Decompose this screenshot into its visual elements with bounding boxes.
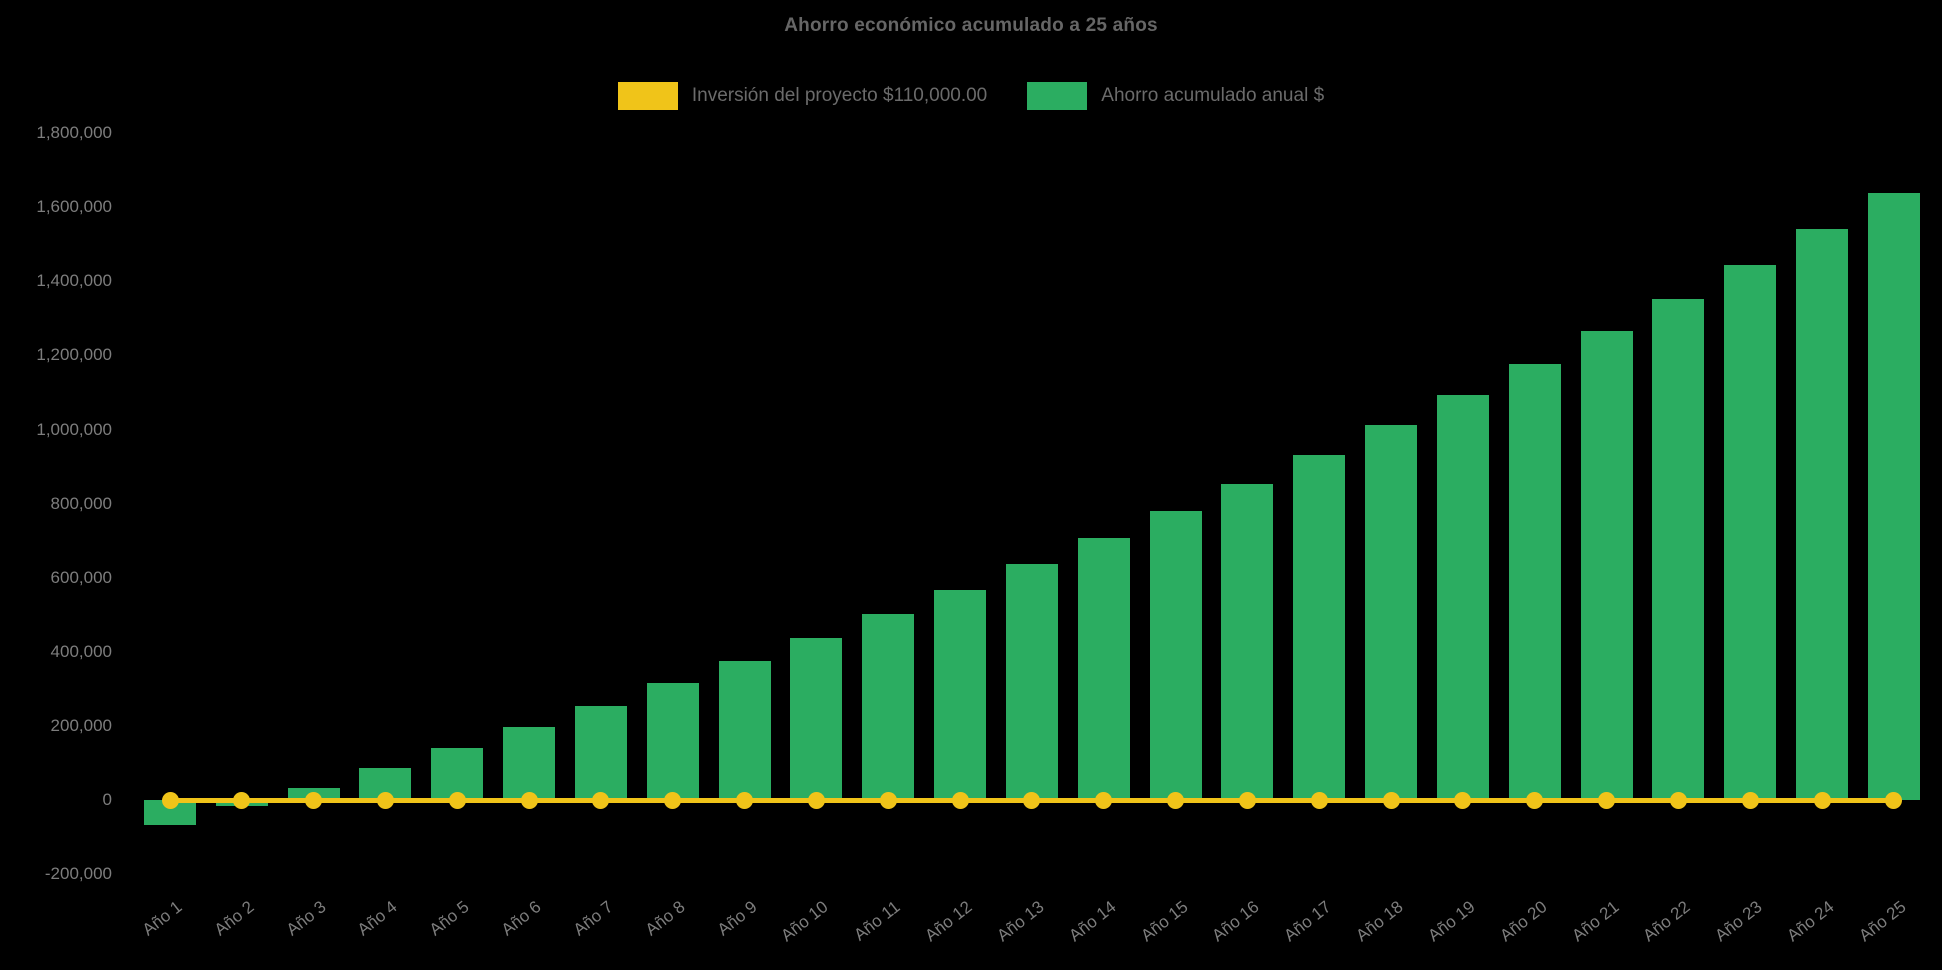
x-tick-ano-4: Año 4 — [354, 897, 402, 940]
x-tick-ano-17: Año 17 — [1280, 897, 1335, 946]
x-tick-ano-11: Año 11 — [850, 897, 904, 945]
legend-item-inversion[interactable]: Inversión del proyecto $110,000.00 — [617, 82, 988, 110]
bar-ano-22[interactable] — [1652, 298, 1705, 800]
x-tick-ano-13: Año 13 — [993, 897, 1048, 946]
line-point-ano-2[interactable] — [233, 791, 251, 809]
x-tick-ano-22: Año 22 — [1639, 897, 1694, 946]
bar-ano-10[interactable] — [790, 638, 843, 800]
x-tick-ano-8: Año 8 — [641, 897, 689, 940]
x-tick-ano-19: Año 19 — [1424, 897, 1479, 946]
line-point-ano-11[interactable] — [879, 791, 897, 809]
legend-label-ahorro: Ahorro acumulado anual $ — [1101, 85, 1325, 106]
line-point-ano-6[interactable] — [520, 791, 538, 809]
bar-ano-17[interactable] — [1293, 455, 1346, 800]
line-point-ano-1[interactable] — [161, 791, 179, 809]
y-tick-1,800,000: 1,800,000 — [36, 123, 112, 143]
bar-ano-24[interactable] — [1796, 229, 1849, 800]
line-point-ano-18[interactable] — [1382, 791, 1400, 809]
bar-ano-18[interactable] — [1365, 425, 1418, 800]
bar-ano-21[interactable] — [1580, 330, 1633, 800]
line-point-ano-25[interactable] — [1885, 791, 1903, 809]
x-tick-ano-5: Año 5 — [426, 897, 473, 940]
y-tick-800,000: 800,000 — [50, 493, 112, 513]
legend-swatch-inversion-icon — [617, 82, 678, 110]
y-tick--200,000: -200,000 — [44, 864, 112, 884]
x-tick-ano-14: Año 14 — [1065, 897, 1120, 946]
line-point-ano-22[interactable] — [1669, 791, 1687, 809]
bar-ano-7[interactable] — [574, 706, 627, 800]
line-point-ano-24[interactable] — [1813, 791, 1831, 809]
y-tick-600,000: 600,000 — [50, 567, 112, 587]
y-tick-0: 0 — [102, 790, 112, 809]
y-tick-1,400,000: 1,400,000 — [36, 271, 112, 291]
bar-ano-16[interactable] — [1221, 483, 1274, 800]
bar-ano-23[interactable] — [1724, 265, 1777, 800]
bar-ano-13[interactable] — [1005, 563, 1058, 800]
line-point-ano-4[interactable] — [376, 791, 394, 809]
y-tick-1,000,000: 1,000,000 — [36, 419, 112, 439]
chart-title: Ahorro económico acumulado a 25 años — [784, 15, 1158, 36]
line-point-ano-8[interactable] — [664, 791, 682, 809]
bar-ano-12[interactable] — [934, 589, 987, 800]
bar-ano-19[interactable] — [1436, 395, 1489, 800]
x-tick-ano-15: Año 15 — [1136, 897, 1192, 946]
x-tick-ano-12: Año 12 — [921, 897, 976, 946]
bar-ano-6[interactable] — [503, 727, 556, 800]
x-tick-ano-7: Año 7 — [569, 897, 617, 940]
bar-ano-25[interactable] — [1867, 193, 1920, 800]
x-tick-ano-24: Año 24 — [1783, 897, 1838, 946]
line-point-ano-3[interactable] — [305, 791, 323, 809]
legend-label-inversion: Inversión del proyecto $110,000.00 — [691, 85, 988, 106]
line-point-ano-16[interactable] — [1238, 791, 1256, 809]
x-tick-ano-16: Año 16 — [1208, 897, 1263, 946]
x-tick-ano-10: Año 10 — [777, 897, 833, 946]
legend: Inversión del proyecto $110,000.00 Ahorr… — [0, 82, 1942, 110]
x-tick-ano-2: Año 2 — [210, 897, 258, 940]
x-tick-ano-25: Año 25 — [1855, 897, 1910, 946]
bar-ano-15[interactable] — [1149, 511, 1202, 800]
line-point-ano-17[interactable] — [1310, 791, 1328, 809]
bar-ano-9[interactable] — [718, 660, 771, 800]
line-point-ano-7[interactable] — [592, 791, 610, 809]
y-tick-200,000: 200,000 — [50, 715, 112, 735]
x-tick-ano-18: Año 18 — [1352, 897, 1407, 946]
bar-ano-8[interactable] — [646, 683, 699, 800]
x-tick-ano-6: Año 6 — [497, 897, 545, 940]
legend-swatch-ahorro-icon — [1027, 82, 1088, 110]
x-tick-ano-3: Año 3 — [282, 897, 330, 940]
x-tick-ano-21: Año 21 — [1567, 897, 1623, 946]
x-tick-ano-20: Año 20 — [1496, 897, 1551, 946]
line-point-ano-23[interactable] — [1741, 791, 1759, 809]
line-point-ano-20[interactable] — [1526, 791, 1544, 809]
y-tick-1,200,000: 1,200,000 — [36, 345, 112, 365]
y-tick-1,600,000: 1,600,000 — [36, 197, 112, 217]
x-tick-ano-23: Año 23 — [1711, 897, 1766, 946]
line-point-ano-5[interactable] — [448, 791, 466, 809]
bar-ano-5[interactable] — [431, 748, 484, 800]
line-point-ano-9[interactable] — [736, 791, 754, 809]
bar-ano-20[interactable] — [1508, 364, 1561, 800]
line-point-ano-10[interactable] — [807, 791, 825, 809]
line-point-ano-12[interactable] — [951, 791, 969, 809]
line-point-ano-15[interactable] — [1167, 791, 1185, 809]
y-tick-400,000: 400,000 — [50, 641, 112, 661]
x-tick-ano-1: Año 1 — [138, 897, 186, 940]
line-point-ano-19[interactable] — [1454, 791, 1472, 809]
x-tick-ano-9: Año 9 — [713, 897, 761, 940]
bar-ano-11[interactable] — [862, 613, 915, 800]
line-point-ano-14[interactable] — [1095, 791, 1113, 809]
legend-item-ahorro[interactable]: Ahorro acumulado anual $ — [1027, 82, 1324, 110]
bar-ano-14[interactable] — [1077, 538, 1130, 800]
line-point-ano-13[interactable] — [1023, 791, 1041, 809]
line-point-ano-21[interactable] — [1598, 791, 1616, 809]
